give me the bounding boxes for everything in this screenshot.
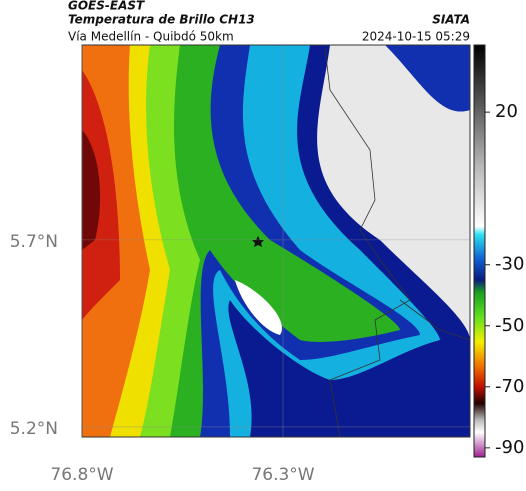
title: Temperatura de Brillo CH13 [68, 13, 255, 27]
colorbar [473, 44, 486, 458]
subtitle: Vía Medellín - Quibdó 50km [68, 30, 234, 44]
y-tick-label: 5.2°N [10, 419, 58, 439]
colorbar-tick-label: -90 [495, 437, 524, 458]
x-tick-label: 76.3°W [251, 465, 314, 485]
timestamp: 2024-10-15 05:29 [362, 30, 470, 44]
colorbar-tick-label: 20 [495, 101, 518, 122]
colorbar-tick-label: -70 [495, 376, 524, 397]
colorbar-tick-label: -30 [495, 254, 524, 275]
colorbar-tick-label: -50 [495, 315, 524, 336]
brand: SIATA [432, 13, 470, 27]
border-line [399, 299, 471, 341]
location-marker [252, 236, 264, 247]
y-tick-label: 5.7°N [10, 232, 58, 252]
satellite-image [82, 45, 470, 437]
border-line [324, 47, 411, 438]
x-tick-label: 76.8°W [50, 465, 113, 485]
source: GOES-EAST [68, 0, 145, 13]
